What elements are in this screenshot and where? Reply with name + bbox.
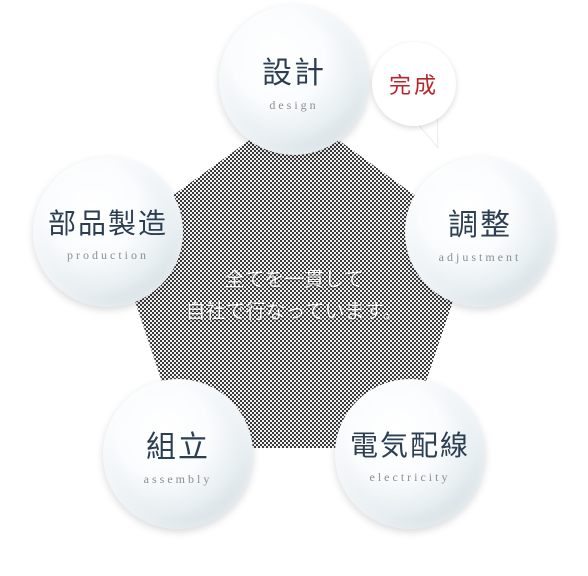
center-text-line1: 全てを一貫して bbox=[134, 264, 454, 296]
node-electricity-jp: 電気配線 bbox=[350, 424, 470, 464]
node-assembly: 組立 assembly bbox=[103, 379, 253, 529]
node-assembly-en: assembly bbox=[144, 472, 213, 487]
node-production-en: production bbox=[67, 248, 149, 263]
center-text-line2: 自社で行なっています。 bbox=[134, 296, 454, 328]
node-adjustment-jp: 調整 bbox=[448, 200, 512, 244]
completion-bubble: 完成 bbox=[372, 42, 456, 126]
node-adjustment: 調整 adjustment bbox=[405, 157, 555, 307]
node-production: 部品製造 production bbox=[33, 157, 183, 307]
node-adjustment-en: adjustment bbox=[439, 250, 522, 265]
node-electricity: 電気配線 electricity bbox=[335, 379, 485, 529]
completion-bubble-label: 完成 bbox=[389, 68, 439, 100]
diagram-stage: { "canvas": { "width": 588, "height": 57… bbox=[0, 0, 588, 576]
node-electricity-en: electricity bbox=[370, 470, 451, 485]
center-text: 全てを一貫して 自社で行なっています。 bbox=[134, 264, 454, 328]
node-assembly-jp: 組立 bbox=[146, 422, 210, 466]
node-design-en: design bbox=[269, 98, 318, 113]
node-design-jp: 設計 bbox=[262, 48, 326, 92]
node-design: 設計 design bbox=[219, 5, 369, 155]
node-production-jp: 部品製造 bbox=[48, 202, 168, 242]
